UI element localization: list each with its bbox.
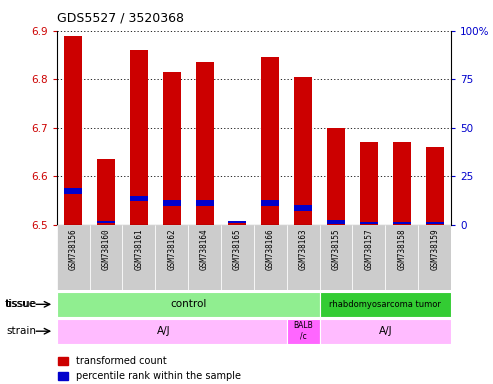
Text: A/J: A/J xyxy=(379,326,392,336)
Bar xyxy=(228,221,246,223)
Bar xyxy=(327,128,345,225)
Bar xyxy=(254,225,287,290)
Bar xyxy=(352,225,386,290)
Text: GSM738155: GSM738155 xyxy=(332,228,341,270)
Bar xyxy=(360,142,378,225)
Bar xyxy=(97,159,115,225)
Text: GSM738160: GSM738160 xyxy=(102,228,110,270)
Bar xyxy=(57,319,287,344)
Text: BALB
/c: BALB /c xyxy=(293,321,313,341)
Bar xyxy=(196,62,213,225)
Text: GSM738164: GSM738164 xyxy=(200,228,209,270)
Bar xyxy=(155,225,188,290)
Bar xyxy=(261,57,280,225)
Text: GSM738166: GSM738166 xyxy=(266,228,275,270)
Bar xyxy=(130,195,148,201)
Bar xyxy=(319,225,352,290)
Bar xyxy=(97,221,115,223)
Text: GSM738158: GSM738158 xyxy=(397,228,406,270)
Bar xyxy=(57,225,90,290)
Text: control: control xyxy=(170,299,207,310)
Bar xyxy=(163,72,181,225)
Bar xyxy=(418,225,451,290)
Bar xyxy=(261,200,280,206)
Bar xyxy=(64,36,82,225)
Bar xyxy=(393,142,411,225)
Bar xyxy=(319,292,451,317)
Bar xyxy=(64,188,82,194)
Text: rhabdomyosarcoma tumor: rhabdomyosarcoma tumor xyxy=(329,300,441,309)
Text: GSM738163: GSM738163 xyxy=(299,228,308,270)
Bar xyxy=(287,225,319,290)
Text: A/J: A/J xyxy=(157,326,170,336)
Bar xyxy=(90,225,122,290)
Text: GSM738159: GSM738159 xyxy=(430,228,439,270)
Bar xyxy=(287,319,319,344)
Text: GSM738162: GSM738162 xyxy=(167,228,176,270)
Text: GSM738161: GSM738161 xyxy=(135,228,143,270)
Text: strain: strain xyxy=(6,326,36,336)
Bar xyxy=(327,220,345,223)
Bar xyxy=(122,225,155,290)
Bar xyxy=(294,205,312,211)
Bar xyxy=(163,200,181,206)
Bar xyxy=(425,222,444,223)
Bar xyxy=(196,200,213,206)
Bar xyxy=(188,225,221,290)
Bar xyxy=(294,77,312,225)
Bar xyxy=(221,225,254,290)
Bar xyxy=(360,222,378,223)
Text: GSM738165: GSM738165 xyxy=(233,228,242,270)
Bar xyxy=(130,50,148,225)
Bar xyxy=(228,222,246,225)
Text: GSM738157: GSM738157 xyxy=(364,228,373,270)
Bar xyxy=(319,319,451,344)
Bar xyxy=(393,222,411,223)
Bar xyxy=(57,292,319,317)
Text: GSM738156: GSM738156 xyxy=(69,228,77,270)
Bar xyxy=(425,147,444,225)
Legend: transformed count, percentile rank within the sample: transformed count, percentile rank withi… xyxy=(54,353,245,384)
Text: tissue: tissue xyxy=(5,299,36,310)
Text: GDS5527 / 3520368: GDS5527 / 3520368 xyxy=(57,12,184,25)
Bar xyxy=(386,225,418,290)
Text: tissue: tissue xyxy=(6,299,37,310)
